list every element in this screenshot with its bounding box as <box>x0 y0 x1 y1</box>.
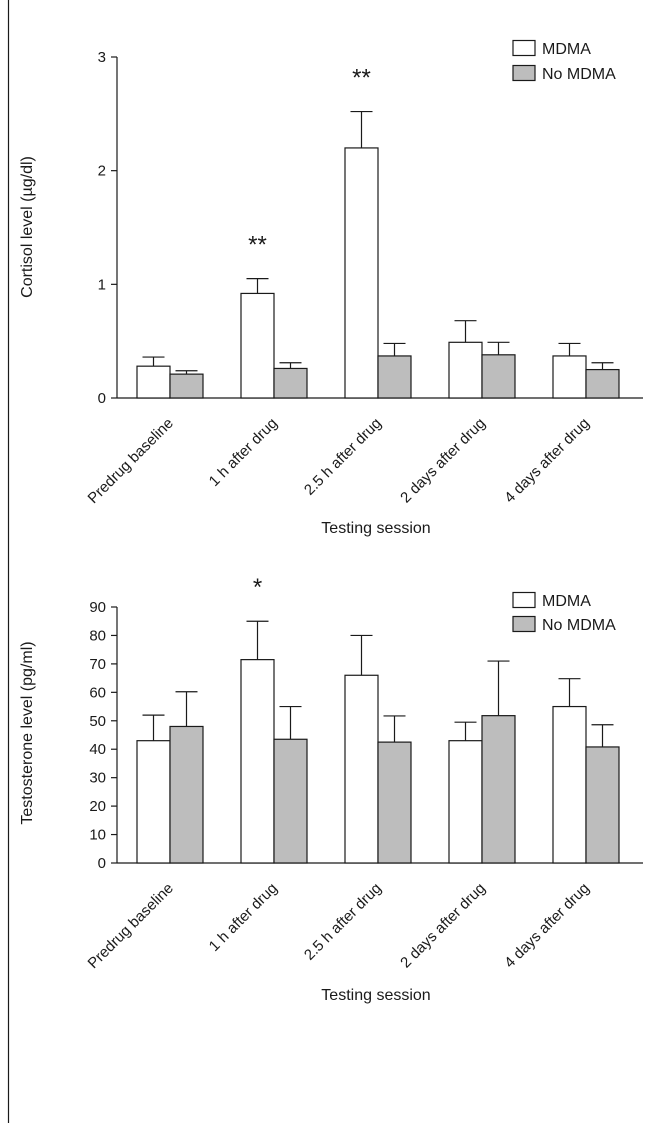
bar-no-mdma <box>481 715 516 864</box>
y-tick-label: 80 <box>89 627 106 644</box>
legend-mdma-label: MDMA <box>542 593 591 610</box>
y-tick-label: 90 <box>89 599 106 616</box>
x-tick-label: 2.5 h after drug <box>301 415 385 499</box>
legend-mdma-label: MDMA <box>542 41 591 58</box>
bar-mdma <box>240 659 275 864</box>
testosterone-chart: 0 10 20 30 40 50 60 70 80 90 Predrug baseline 1 h … <box>19 574 643 1004</box>
y-tick-label: 1 <box>98 276 106 293</box>
significance-mark: * <box>253 574 262 601</box>
cortisol-y-ticks: 0 1 2 3 <box>98 49 117 407</box>
significance-mark: ** <box>352 65 371 92</box>
x-tick-label: 4 days after drug <box>501 415 593 507</box>
legend-mdma-swatch <box>512 39 536 57</box>
testosterone-y-ticks: 0 10 20 30 40 50 60 70 80 90 <box>89 599 117 872</box>
y-tick-label: 10 <box>89 827 106 844</box>
y-tick-label: 0 <box>98 390 106 407</box>
bar-no-mdma <box>377 355 412 399</box>
y-tick-label: 3 <box>98 49 106 66</box>
x-tick-label: Predrug baseline <box>85 415 177 507</box>
cortisol-x-tick-labels: Predrug baseline 1 h after drug 2.5 h afte… <box>85 415 593 507</box>
bar-mdma <box>136 365 171 399</box>
bar-mdma <box>344 674 379 864</box>
legend-no-mdma-swatch <box>512 615 536 633</box>
testosterone-x-axis-title: Testing session <box>321 987 430 1004</box>
x-tick-label: 2 days after drug <box>397 415 489 507</box>
bar-mdma <box>240 292 275 399</box>
x-tick-label: 2 days after drug <box>397 880 489 972</box>
y-tick-label: 50 <box>89 713 106 730</box>
testosterone-bars <box>136 620 620 864</box>
cortisol-x-axis-title: Testing session <box>321 520 430 537</box>
y-tick-label: 2 <box>98 163 106 180</box>
bar-no-mdma <box>585 368 620 399</box>
bar-mdma <box>136 740 171 864</box>
cortisol-legend: MDMA No MDMA <box>512 39 616 83</box>
legend-no-mdma-label: No MDMA <box>542 617 616 634</box>
cortisol-y-axis: 0 1 2 3 <box>98 49 118 407</box>
cortisol-significance-marks: ** ** <box>248 65 371 259</box>
testosterone-y-axis-title: Testosterone level (pg/ml) <box>19 641 36 824</box>
x-tick-label: 1 h after drug <box>206 415 281 490</box>
bar-mdma <box>552 355 587 399</box>
x-tick-label: Predrug baseline <box>85 880 177 972</box>
testosterone-legend: MDMA No MDMA <box>512 591 616 634</box>
testosterone-y-axis: 0 10 20 30 40 50 60 70 80 90 <box>89 599 118 872</box>
y-tick-label: 20 <box>89 798 106 815</box>
y-tick-label: 30 <box>89 770 106 787</box>
bar-no-mdma <box>169 725 204 864</box>
legend-mdma-swatch <box>512 591 536 609</box>
bar-no-mdma <box>377 741 412 864</box>
testosterone-x-tick-labels: Predrug baseline 1 h after drug 2.5 h afte… <box>85 880 593 972</box>
bar-no-mdma <box>169 373 204 399</box>
bar-no-mdma <box>585 746 620 864</box>
significance-mark: ** <box>248 232 267 259</box>
x-tick-label: 1 h after drug <box>206 880 281 955</box>
legend-no-mdma-label: No MDMA <box>542 66 616 83</box>
x-tick-label: 4 days after drug <box>501 880 593 972</box>
legend-no-mdma-swatch <box>512 64 536 82</box>
cortisol-y-axis-title: Cortisol level (µg/dl) <box>19 156 36 298</box>
bar-mdma <box>448 740 483 864</box>
bar-mdma <box>344 147 379 399</box>
testosterone-significance-marks: * <box>253 574 262 601</box>
y-tick-label: 70 <box>89 656 106 673</box>
y-tick-label: 60 <box>89 684 106 701</box>
bar-no-mdma <box>273 738 308 864</box>
y-tick-label: 40 <box>89 741 106 758</box>
cortisol-bars <box>136 110 620 399</box>
cortisol-chart: 0 1 2 3 Predrug baseline 1 h after drug 2.5 h… <box>19 39 643 537</box>
x-tick-label: 2.5 h after drug <box>301 880 385 964</box>
y-tick-label: 0 <box>98 855 106 872</box>
bar-no-mdma <box>481 354 516 399</box>
bar-mdma <box>448 341 483 399</box>
bar-no-mdma <box>273 367 308 399</box>
bar-mdma <box>552 705 587 864</box>
